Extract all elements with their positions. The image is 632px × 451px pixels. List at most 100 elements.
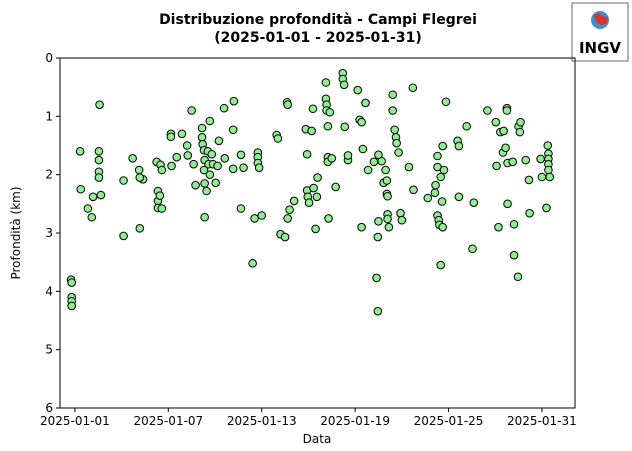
scatter-point — [280, 232, 290, 242]
scatter-point — [524, 175, 534, 185]
chart-subtitle: (2025-01-01 - 2025-01-31) — [214, 30, 421, 46]
scatter-point — [388, 90, 398, 100]
scatter-point — [454, 192, 464, 202]
chart-title: Distribuzione profondità - Campi Flegrei — [159, 12, 477, 28]
scatter-point — [183, 151, 193, 160]
scatter-point — [309, 183, 318, 193]
scatter-point — [469, 198, 479, 207]
scatter-point — [430, 188, 440, 198]
scatter-point — [135, 173, 145, 182]
scatter-point — [228, 125, 238, 135]
y-tick-label: 4 — [45, 284, 53, 298]
scatter-point — [94, 155, 104, 165]
scatter-point — [155, 191, 165, 200]
scatter-point — [358, 144, 368, 154]
scatter-point — [513, 272, 523, 282]
scatter-point — [494, 222, 503, 232]
scatter-point — [545, 172, 555, 182]
scatter-point — [423, 193, 433, 203]
scatter-point — [211, 178, 220, 188]
scatter-point — [509, 250, 519, 260]
scatter-point — [135, 224, 145, 233]
scatter-point — [438, 222, 447, 232]
plot-area — [66, 68, 555, 316]
scatter-point — [119, 176, 128, 185]
scatter-point — [239, 163, 248, 172]
scatter-point — [454, 141, 464, 151]
scatter-point — [197, 123, 207, 133]
scatter-point — [353, 85, 363, 95]
x-axis-label: Data — [303, 432, 332, 446]
scatter-point — [325, 107, 335, 117]
scatter-point — [468, 244, 477, 254]
scatter-point — [537, 172, 547, 182]
x-tick-label: 2025-01-25 — [414, 414, 484, 428]
scatter-point — [307, 126, 316, 136]
scatter-point — [205, 170, 215, 179]
scatter-point — [436, 260, 446, 270]
scatter-point — [369, 157, 379, 167]
scatter-point — [383, 191, 392, 201]
scatter-point — [499, 126, 508, 136]
y-tick-label: 3 — [45, 226, 53, 240]
logo-text: INGV — [579, 39, 621, 57]
x-tick-label: 2025-01-07 — [133, 414, 203, 428]
scatter-point — [536, 154, 545, 164]
scatter-point — [515, 127, 525, 137]
scatter-point — [254, 163, 264, 172]
scatter-point — [357, 222, 366, 232]
logo: INGV — [571, 2, 629, 62]
scatter-point — [200, 212, 209, 222]
scatter-point — [311, 224, 320, 234]
scatter-point — [324, 214, 333, 223]
scatter-point — [191, 180, 200, 190]
scatter-point — [94, 147, 104, 156]
scatter-point — [236, 150, 246, 160]
scatter-point — [76, 184, 86, 194]
scatter-point — [236, 204, 246, 213]
scatter-point — [441, 97, 451, 107]
scatter-point — [205, 116, 215, 126]
scatter-point — [521, 155, 531, 165]
scatter-point — [438, 141, 447, 151]
scatter-point — [509, 219, 519, 229]
scatter-point — [373, 232, 383, 242]
scatter-point — [95, 100, 104, 109]
scatter-point — [313, 173, 322, 182]
scatter-point — [283, 214, 292, 223]
scatter-point — [302, 149, 312, 159]
y-axis-label: Profondità (km) — [9, 186, 23, 279]
scatter-point — [157, 165, 167, 175]
scatter-point — [213, 161, 222, 171]
scatter-point — [439, 165, 449, 175]
scatter-point — [312, 192, 322, 202]
scatter-point — [321, 78, 331, 87]
x-tick-label: 2025-01-01 — [40, 414, 110, 428]
scatter-point — [289, 196, 299, 206]
logo-globe-detail — [594, 13, 608, 25]
y-tick-label: 5 — [45, 343, 53, 357]
scatter-point — [219, 103, 229, 113]
scatter-point — [373, 306, 383, 316]
y-tick-label: 1 — [45, 109, 53, 123]
x-tick-label: 2025-01-31 — [507, 414, 577, 428]
scatter-point — [394, 148, 403, 157]
scatter-point — [503, 199, 512, 209]
scatter-point — [199, 165, 209, 175]
scatter-point — [228, 164, 238, 174]
scatter-point — [390, 125, 399, 135]
scatter-point — [544, 165, 553, 175]
scatter-point — [167, 161, 176, 171]
scatter-point — [525, 208, 534, 218]
scatter-point — [431, 180, 440, 190]
scatter-point — [516, 117, 525, 127]
scatter-point — [87, 212, 97, 222]
scatter-point — [383, 214, 392, 224]
scatter-point — [94, 173, 104, 182]
scatter-point — [502, 106, 512, 115]
scatter-point — [67, 278, 76, 287]
scatter-point — [357, 117, 366, 127]
x-tick-label: 2025-01-19 — [320, 414, 390, 428]
scatter-point — [88, 192, 98, 202]
scatter-point — [119, 231, 128, 241]
